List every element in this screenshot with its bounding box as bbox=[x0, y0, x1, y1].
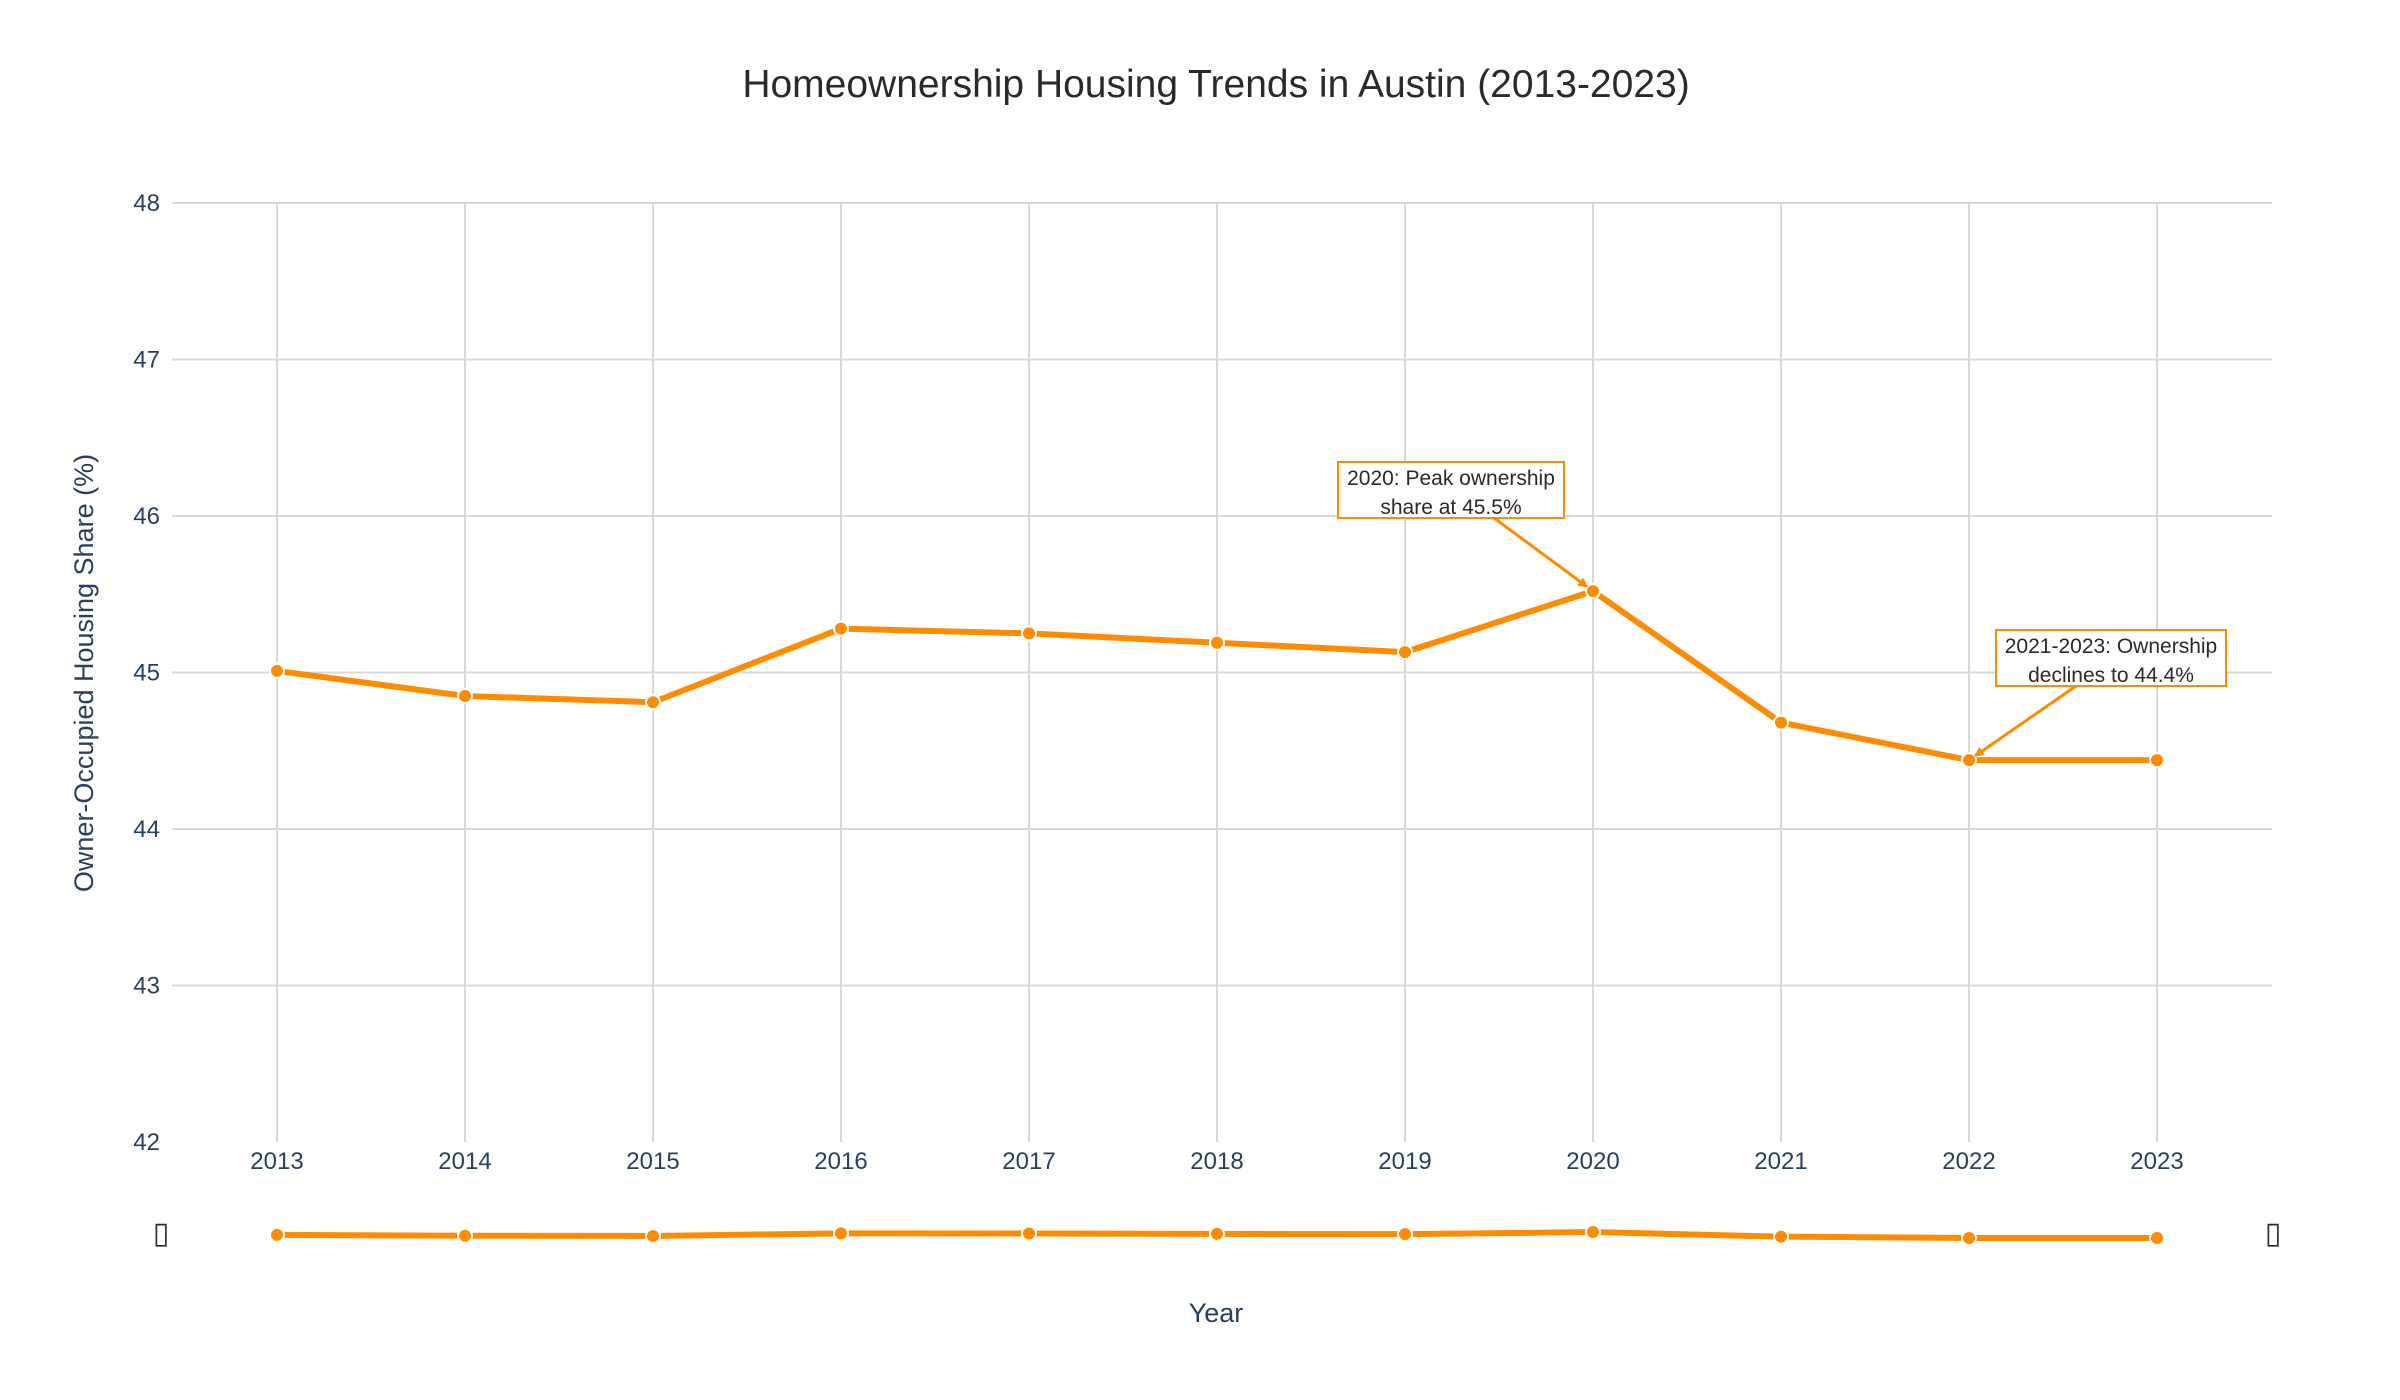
range-slider-point bbox=[833, 1225, 849, 1242]
grid bbox=[172, 202, 2272, 1142]
range-slider-point bbox=[1021, 1225, 1037, 1242]
annotation-box bbox=[1995, 629, 2227, 687]
range-slider-point bbox=[1397, 1226, 1413, 1243]
range-slider-point bbox=[457, 1227, 473, 1244]
annotation-text: 2021-2023: Ownership bbox=[2005, 635, 2217, 658]
y-tick-label: 47 bbox=[133, 347, 160, 374]
y-tick-label: 45 bbox=[133, 660, 160, 687]
annotation-arrow bbox=[1493, 516, 1589, 588]
data-point[interactable] bbox=[269, 662, 285, 679]
x-tick-label: 2018 bbox=[1190, 1148, 1243, 1175]
range-slider-left-handle[interactable]: ▯ bbox=[153, 1216, 170, 1251]
x-tick-label: 2013 bbox=[250, 1148, 303, 1175]
y-axis-title: Owner-Occupied Housing Share (%) bbox=[69, 454, 99, 892]
annotations: 2020: Peak ownership share at 45.5% 2021-2… bbox=[1337, 461, 2227, 757]
range-slider-point bbox=[1585, 1224, 1601, 1241]
range-slider-point bbox=[1209, 1225, 1225, 1242]
range-slider-point bbox=[269, 1226, 285, 1243]
x-tick-label: 2021 bbox=[1754, 1148, 1807, 1175]
chart-title: Homeownership Housing Trends in Austin (… bbox=[742, 63, 1689, 106]
data-point[interactable] bbox=[1961, 752, 1977, 769]
data-point[interactable] bbox=[1397, 644, 1413, 661]
x-tick-label: 2014 bbox=[438, 1148, 491, 1175]
x-tick-label: 2023 bbox=[2130, 1148, 2183, 1175]
data-point[interactable] bbox=[2149, 752, 2165, 769]
data-point[interactable] bbox=[1773, 714, 1789, 731]
data-point[interactable] bbox=[645, 694, 661, 711]
y-tick-label: 48 bbox=[133, 190, 160, 217]
range-slider-point bbox=[645, 1227, 661, 1244]
x-tick-label: 2015 bbox=[626, 1148, 679, 1175]
y-tick-label: 46 bbox=[133, 503, 160, 530]
annotation-arrow bbox=[1973, 684, 2077, 757]
data-point[interactable] bbox=[1209, 634, 1225, 651]
x-tick-label: 2016 bbox=[814, 1148, 867, 1175]
data-point[interactable] bbox=[1585, 583, 1601, 600]
annotation-text: declines to 44.4% bbox=[2028, 664, 2194, 687]
annotation-text: share at 45.5% bbox=[1380, 496, 1521, 519]
y-tick-label: 43 bbox=[133, 973, 160, 1000]
x-tick-label: 2019 bbox=[1378, 1148, 1431, 1175]
x-tick-label: 2020 bbox=[1566, 1148, 1619, 1175]
annotation-text: 2020: Peak ownership bbox=[1347, 467, 1555, 490]
annotation-box bbox=[1337, 461, 1565, 519]
range-slider[interactable]: ▯ ▯ bbox=[153, 1216, 2282, 1251]
x-tick-label: 2022 bbox=[1942, 1148, 1995, 1175]
x-axis-title: Year bbox=[1189, 1298, 1244, 1328]
y-tick-label: 44 bbox=[133, 816, 160, 843]
y-axis-ticks: 48 47 46 45 44 43 42 bbox=[133, 190, 160, 1156]
x-axis-ticks: 2013 2014 2015 2016 2017 2018 2019 2020 2021 2022… bbox=[250, 1148, 2183, 1175]
range-slider-point bbox=[2149, 1229, 2165, 1246]
range-slider-point bbox=[1773, 1228, 1789, 1245]
range-slider-point bbox=[1961, 1229, 1977, 1246]
series-group bbox=[269, 583, 2165, 769]
data-point[interactable] bbox=[833, 620, 849, 637]
data-point[interactable] bbox=[457, 687, 473, 704]
x-tick-label: 2017 bbox=[1002, 1148, 1055, 1175]
data-point[interactable] bbox=[1021, 625, 1037, 642]
range-slider-right-handle[interactable]: ▯ bbox=[2265, 1216, 2282, 1251]
y-tick-label: 42 bbox=[133, 1129, 160, 1156]
